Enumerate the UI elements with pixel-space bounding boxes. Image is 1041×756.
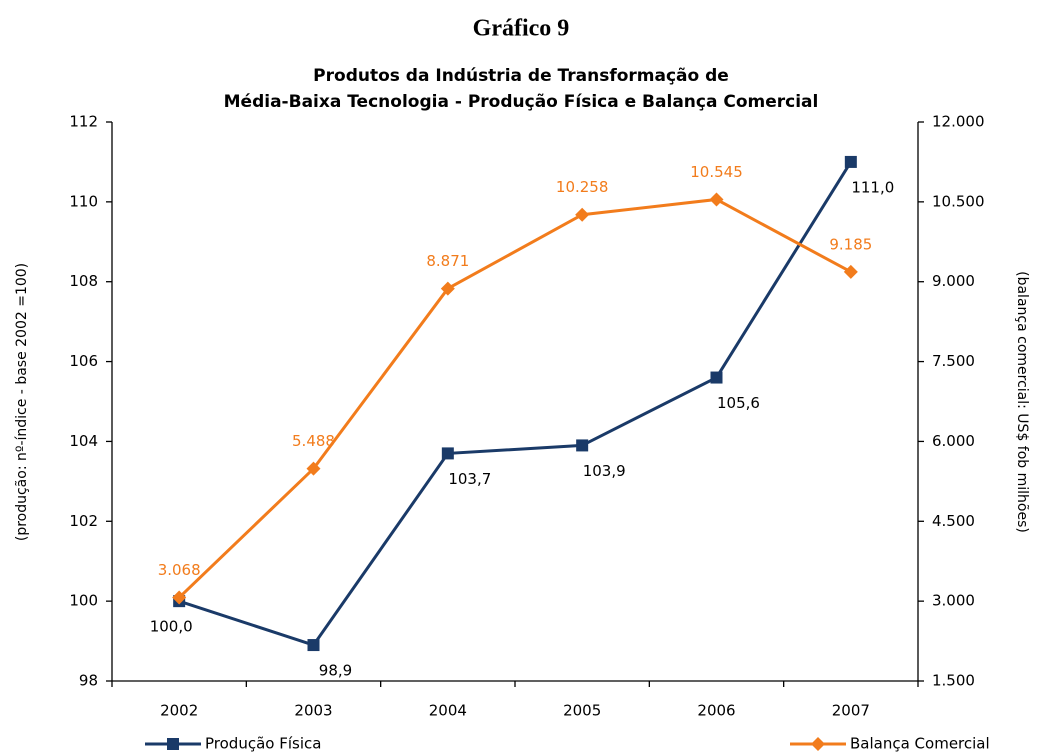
marker: [576, 439, 589, 452]
x-tick-label: 2006: [697, 702, 735, 720]
y2-tick-label: 6.000: [932, 432, 975, 450]
y-axis-label: (produção: nº-índice - base 2002 =100): [14, 263, 30, 541]
marker: [167, 738, 179, 750]
marker: [843, 264, 858, 279]
marker: [172, 590, 187, 605]
y-tick-label: 108: [69, 272, 98, 290]
x-tick-label: 2002: [160, 702, 198, 720]
marker: [440, 281, 455, 296]
data-label: 100,0: [150, 618, 193, 636]
series-line: [178, 161, 853, 647]
y2-tick-label: 9.000: [932, 272, 975, 290]
legend-label: Balança Comercial: [850, 735, 990, 753]
marker: [306, 461, 321, 476]
x-tick-label: 2007: [832, 702, 870, 720]
y-tick-label: 112: [69, 113, 98, 131]
chart-title: Produtos da Indústria de Transformação d…: [313, 66, 729, 86]
marker: [307, 639, 320, 652]
y2-tick-label: 4.500: [932, 512, 975, 530]
data-label: 103,9: [583, 462, 626, 480]
data-label: 8.871: [426, 252, 469, 270]
y2-tick-label: 12.000: [932, 113, 985, 131]
data-label: 3.068: [158, 561, 201, 579]
data-label: 10.545: [690, 163, 743, 181]
data-label: 105,6: [717, 394, 760, 412]
marker: [811, 737, 825, 751]
y2-axis-label: (balança comercial: US$ fob milhões): [1014, 271, 1030, 533]
x-tick-label: 2003: [294, 702, 332, 720]
y-tick-label: 110: [69, 192, 98, 210]
y-tick-label: 104: [69, 432, 98, 450]
y2-tick-label: 7.500: [932, 352, 975, 370]
y2-tick-label: 3.000: [932, 592, 975, 610]
heading: Gráfico 9: [473, 16, 570, 42]
marker: [709, 192, 724, 207]
x-tick-label: 2005: [563, 702, 601, 720]
x-tick-label: 2004: [429, 702, 467, 720]
data-label: 98,9: [319, 662, 352, 680]
data-label: 9.185: [829, 235, 872, 253]
series-line: [178, 197, 852, 599]
legend-label: Produção Física: [205, 735, 321, 753]
y-tick-label: 100: [69, 592, 98, 610]
y-tick-label: 102: [69, 512, 98, 530]
y2-tick-label: 1.500: [932, 672, 975, 690]
marker: [441, 447, 454, 460]
data-label: 10.258: [556, 178, 609, 196]
data-label: 103,7: [448, 470, 491, 488]
y-tick-label: 98: [79, 672, 98, 690]
marker: [844, 155, 857, 168]
y-tick-label: 106: [69, 352, 98, 370]
marker: [575, 207, 590, 222]
y2-tick-label: 10.500: [932, 192, 985, 210]
data-label: 5.488: [292, 432, 335, 450]
marker: [710, 371, 723, 384]
data-label: 111,0: [851, 178, 894, 196]
chart-title: Média-Baixa Tecnologia - Produção Física…: [224, 92, 819, 112]
